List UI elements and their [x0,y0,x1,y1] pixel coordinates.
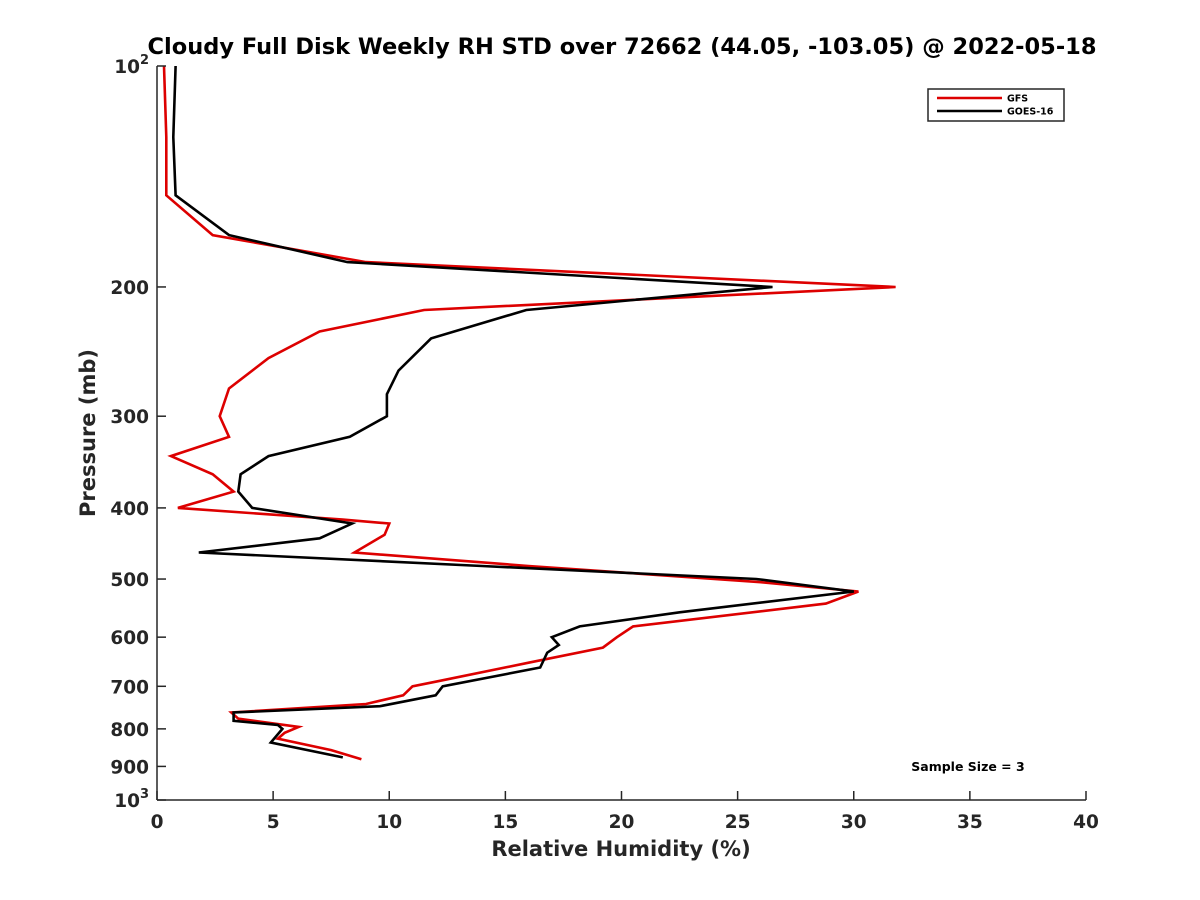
y-tick-label: 400 [110,499,149,520]
x-axis-label: Relative Humidity (%) [491,837,750,861]
y-tick-label: 102 [114,53,149,78]
y-tick-label: 500 [110,570,149,591]
series-line-gfs [162,65,896,761]
legend-label: GOES-16 [1007,107,1054,118]
axis-ticks: 0 5 10 15 20 25 30 35 40 102 200 300 400 500 600 700 800… [110,53,1099,833]
y-tick-label: 700 [110,677,149,698]
y-tick-label: 103 [114,787,149,812]
chart-title: Cloudy Full Disk Weekly RH STD over 7266… [148,34,1097,60]
x-tick-label: 5 [267,812,280,833]
y-tick-label: 900 [110,757,149,778]
x-tick-label: 0 [151,812,164,833]
x-tick-label: 10 [376,812,402,833]
y-tick-label: 200 [110,278,149,299]
sample-size-annotation: Sample Size = 3 [911,759,1024,774]
x-tick-label: 35 [957,812,983,833]
x-tick-label: 25 [725,812,751,833]
y-tick-label: 800 [110,720,149,741]
y-axis-label: Pressure (mb) [76,349,100,517]
x-tick-label: 30 [841,812,867,833]
legend: GFS GOES-16 [937,94,1054,118]
y-tick-label: 600 [110,628,149,649]
series-line-goes-16 [171,65,854,759]
legend-label: GFS [1007,94,1028,105]
y-tick-label: 300 [110,407,149,428]
x-tick-label: 15 [493,812,519,833]
legend-box [927,88,1065,122]
plot-area [162,65,896,761]
x-tick-label: 20 [609,812,635,833]
x-tick-label: 40 [1073,812,1099,833]
